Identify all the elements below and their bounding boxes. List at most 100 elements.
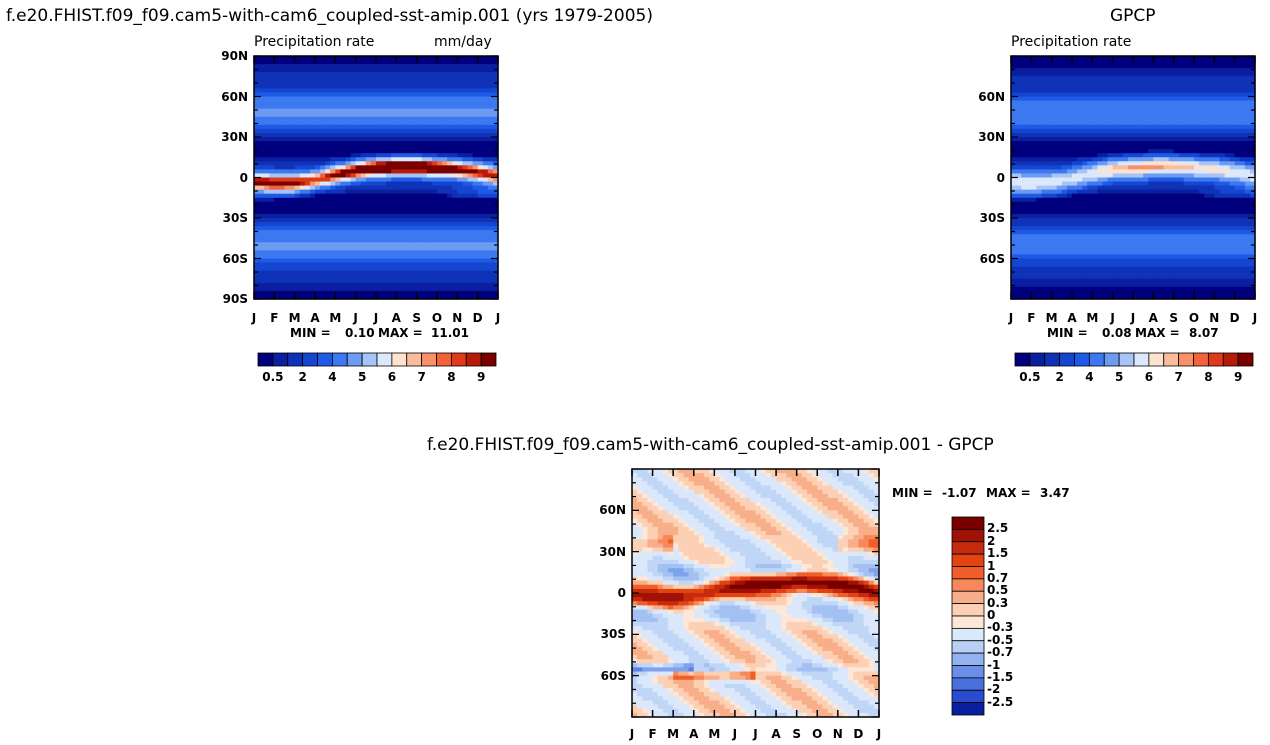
tl-cell — [406, 278, 413, 284]
tl-cell — [345, 282, 352, 288]
tr-cell — [1092, 84, 1099, 89]
tl-cell — [472, 262, 479, 268]
tr-cell — [1224, 201, 1231, 207]
tl-cell — [386, 68, 392, 73]
top-left-max-label: MAX = — [378, 326, 423, 340]
tl-cell — [264, 72, 270, 77]
tr-cell — [1056, 145, 1063, 150]
tr-cell — [1183, 197, 1190, 203]
tl-cell — [416, 181, 423, 187]
tr-cell — [1031, 145, 1038, 150]
tl-cell — [482, 153, 489, 158]
tr-cell — [1082, 128, 1088, 134]
tr-cell — [1117, 76, 1124, 81]
tl-cell — [431, 149, 438, 154]
tl-cell — [299, 254, 306, 260]
tl-cell — [294, 128, 301, 134]
tl-cell — [279, 286, 286, 292]
tl-cell — [304, 230, 311, 235]
tr-cell — [1219, 88, 1226, 94]
tr-cell — [1046, 137, 1053, 142]
tr-cell — [1041, 84, 1048, 89]
tr-cell — [1204, 72, 1210, 77]
tr-cell — [1046, 60, 1053, 65]
tr-cell — [1127, 165, 1134, 170]
tr-cell — [1204, 161, 1210, 166]
tl-cell — [416, 173, 423, 179]
tl-cell — [482, 104, 489, 110]
tl-cell — [421, 201, 428, 207]
tl-cell — [345, 189, 352, 195]
tr-cell — [1122, 68, 1129, 73]
tr-cell — [1188, 197, 1195, 203]
tr-cell — [1219, 141, 1226, 146]
tr-cell — [1234, 84, 1241, 89]
tr-cell — [1056, 157, 1063, 162]
tl-cell — [472, 218, 479, 223]
tl-cell — [431, 205, 438, 211]
tl-cell — [467, 72, 474, 77]
colorbar-label: 5 — [357, 370, 367, 384]
tl-cell — [411, 282, 418, 288]
tl-cell — [340, 286, 347, 292]
tr-cell — [1112, 222, 1119, 227]
tr-cell — [1112, 205, 1119, 211]
tl-cell — [396, 274, 403, 280]
tl-cell — [304, 96, 311, 102]
tr-cell — [1163, 68, 1170, 73]
tl-cell — [370, 185, 377, 191]
tr-cell — [1244, 100, 1251, 106]
tl-cell — [340, 56, 347, 61]
tr-cell — [1092, 177, 1099, 183]
tl-cell — [467, 258, 474, 264]
tl-cell — [345, 270, 352, 276]
tl-cell — [492, 104, 499, 110]
tr-cell — [1066, 185, 1073, 191]
tl-cell — [360, 254, 367, 260]
tl-cell — [437, 64, 443, 69]
tl-cell — [431, 120, 438, 126]
tl-cell — [492, 173, 499, 179]
tl-cell — [325, 258, 331, 264]
tr-cell — [1077, 222, 1083, 227]
tr-cell — [1036, 84, 1043, 89]
tr-cell — [1188, 108, 1195, 114]
tr-cell — [1056, 161, 1063, 166]
tr-cell — [1117, 185, 1124, 191]
tr-cell — [1178, 213, 1185, 219]
tr-cell — [1234, 218, 1241, 223]
tl-cell — [330, 165, 336, 170]
tl-cell — [289, 197, 296, 203]
tr-cell — [1031, 137, 1038, 142]
tl-cell — [376, 201, 382, 207]
tr-cell — [1066, 76, 1073, 81]
tr-cell — [1092, 92, 1099, 98]
tl-cell — [477, 137, 484, 142]
tl-cell — [477, 278, 484, 284]
tl-cell — [289, 282, 296, 288]
tl-cell — [381, 262, 387, 268]
tl-cell — [264, 128, 270, 134]
tl-cell — [325, 250, 331, 256]
tl-cell — [442, 222, 448, 227]
tl-cell — [335, 226, 342, 231]
tr-cell — [1051, 80, 1058, 85]
tr-cell — [1036, 80, 1043, 85]
tl-cell — [360, 149, 367, 154]
tr-cell — [1122, 173, 1129, 179]
tr-cell — [1214, 197, 1221, 203]
tl-cell — [462, 222, 469, 227]
tr-cell — [1224, 145, 1231, 150]
tr-cell — [1102, 153, 1109, 158]
tl-cell — [421, 169, 428, 175]
tl-cell — [289, 209, 296, 215]
tr-cell — [1249, 64, 1256, 69]
tl-cell — [335, 250, 342, 256]
tl-cell — [401, 116, 408, 122]
tl-cell — [447, 161, 453, 166]
tr-cell — [1224, 177, 1231, 183]
tl-cell — [345, 116, 352, 122]
tr-cell — [1056, 201, 1063, 207]
tl-cell — [391, 72, 397, 77]
tl-cell — [325, 104, 331, 110]
